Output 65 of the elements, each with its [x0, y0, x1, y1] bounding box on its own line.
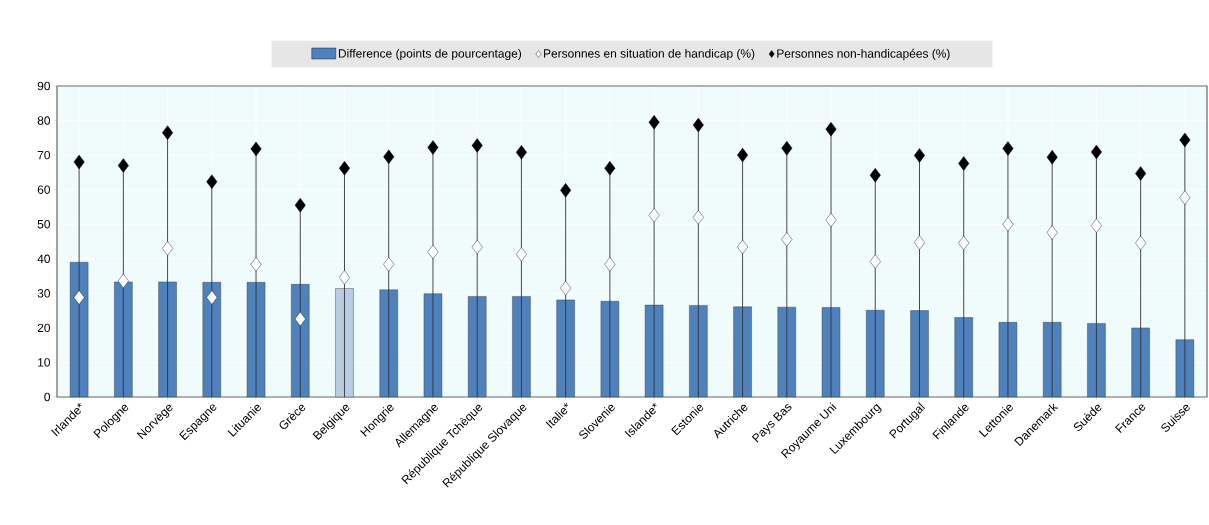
point [383, 257, 395, 272]
point [250, 141, 262, 157]
point [294, 311, 306, 327]
point [206, 174, 218, 189]
point [117, 273, 129, 289]
point [471, 239, 483, 255]
point [737, 147, 749, 163]
point [958, 235, 970, 251]
point [692, 210, 704, 225]
point [73, 154, 85, 170]
point [1002, 141, 1014, 156]
point [162, 125, 174, 140]
point [1135, 166, 1147, 181]
y-tick-label: 40 [37, 254, 51, 263]
point [560, 183, 572, 198]
y-tick-label: 20 [37, 323, 51, 333]
point [781, 141, 793, 156]
point [1135, 235, 1147, 251]
legend-label: Personnes en situation de handicap (%) [544, 48, 755, 61]
point [1046, 225, 1058, 240]
point [825, 121, 837, 137]
point [737, 239, 749, 255]
point [294, 198, 306, 213]
point [1090, 218, 1102, 233]
point [73, 290, 85, 305]
point [515, 247, 527, 262]
point [869, 167, 881, 183]
point [339, 161, 350, 176]
y-tick-label: 80 [37, 116, 51, 125]
point [162, 241, 174, 256]
point [958, 156, 970, 171]
point [869, 254, 881, 269]
point [206, 290, 218, 305]
legend-label: Difference (points de pourcentage) [338, 48, 522, 61]
point [471, 138, 483, 153]
y-tick-label: 90 [37, 81, 51, 91]
point [250, 257, 262, 272]
point [825, 212, 837, 228]
point [427, 140, 439, 155]
point [560, 280, 572, 296]
y-tick-label: 30 [37, 289, 51, 298]
y-tick-label: 50 [37, 219, 51, 229]
point [914, 235, 925, 250]
y-tick-label: 10 [38, 358, 51, 367]
point [604, 161, 616, 176]
point [427, 244, 439, 260]
point [1179, 132, 1191, 148]
point [648, 115, 660, 130]
point [648, 208, 660, 223]
point [383, 149, 395, 165]
point [1002, 217, 1014, 232]
point [604, 257, 616, 272]
point [781, 232, 793, 247]
point [515, 145, 527, 160]
y-tick-label: 0 [44, 392, 51, 402]
point [914, 148, 925, 163]
y-tick-label: 70 [37, 150, 51, 160]
point [1046, 149, 1058, 165]
point [1090, 144, 1102, 160]
point [117, 158, 129, 173]
legend-label: Personnes non-handicapées (%) [777, 48, 950, 61]
point [339, 270, 350, 285]
point [692, 117, 704, 133]
y-tick-label: 60 [37, 185, 51, 194]
point [1179, 190, 1191, 205]
